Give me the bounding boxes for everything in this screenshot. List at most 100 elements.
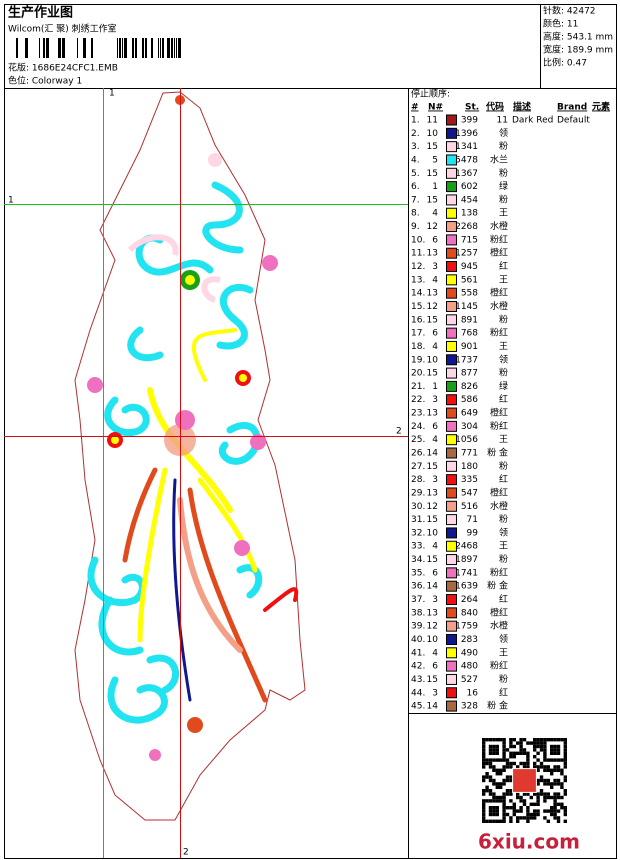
row-number: 28. [411,475,425,485]
color-swatch [446,620,457,632]
qr-module [553,744,557,749]
qr-module [563,741,567,745]
row-number: 45. [411,702,425,712]
label: 王 [499,647,508,658]
label: 红 [499,473,508,485]
qr-module [482,775,486,779]
row-number: 14. [411,289,425,299]
color-swatch [446,261,457,273]
code: 558 [461,289,478,299]
qr-module [509,751,513,755]
column-header: 代码 [485,101,504,113]
qr-module [492,799,496,803]
qr-module [519,741,523,745]
pink-clouds [127,234,221,303]
qr-module [556,758,561,762]
qr-module [543,755,547,759]
qr-module [516,809,520,813]
qr-module [522,761,527,766]
code: 1759 [455,622,478,632]
row-number: 31. [411,515,425,525]
qr-module [488,812,493,817]
qr-module [482,812,486,817]
qr-module [492,738,496,742]
code: 399 [461,116,478,126]
qr-code [482,738,567,823]
label: 粉 金 [487,447,508,459]
row-number: 4. [411,155,420,165]
qr-module [550,751,554,755]
design [74,91,306,821]
qr-module [526,755,530,759]
qr-module [482,809,486,813]
qr-module [519,809,523,813]
qr-module [492,792,496,796]
needle: 10 [427,528,439,538]
qr-module [539,761,544,766]
qr-module [502,792,506,796]
qr-module [488,751,493,755]
qr-module [502,806,506,810]
code: 454 [461,195,478,205]
needle: 3 [432,688,438,698]
code: 891 [461,315,478,325]
qr-module [522,765,527,769]
color-swatch [446,687,457,699]
qr-module [495,795,499,800]
qr-module [509,775,513,779]
column-header: N# [428,103,443,113]
qr-module [505,748,510,752]
color-swatch [446,633,457,645]
studio: Wilcom(汇 聚) 刺绣工作室 [8,23,117,35]
qr-module [553,816,557,820]
qr-module [553,806,557,810]
qr-module [485,772,489,776]
row-number: 19. [411,355,425,365]
qr-module [482,748,486,752]
qr-module [543,792,547,796]
qr-module [526,761,530,766]
bar-stripe [135,38,137,58]
qr-module [492,758,496,762]
qr-module [563,744,567,749]
code: 180 [461,462,478,472]
code: 561 [461,275,478,285]
qr-module [543,751,547,755]
qr-module [560,802,564,806]
qr-module [563,812,567,817]
qr-module [495,812,499,817]
qr-module [526,812,530,817]
qr-module [556,816,561,820]
qr-module [512,738,516,742]
qr-module [502,802,506,806]
label: 水橙 [490,220,508,232]
color-swatch [446,407,457,419]
needle: 6 [432,662,438,672]
row-number: 7. [411,195,420,205]
label: 水橙 [490,620,508,632]
needle: 11 [427,116,438,126]
label: 红 [499,260,508,272]
row-number: 11. [411,249,425,259]
needle: 15 [427,555,438,565]
color-swatch [446,167,457,179]
qr-module [546,758,550,762]
qr-module [556,819,561,823]
qr-module [482,819,486,823]
code: 1639 [455,582,478,592]
qr-module [502,755,506,759]
qr-module [536,812,540,817]
qr-module [543,741,547,745]
row-number: 32. [411,528,425,538]
qr-module [488,799,493,803]
qr-module [509,738,513,742]
needle: 4 [432,209,438,219]
row-number: 27. [411,462,425,472]
qr-module [533,761,537,766]
label: 粉 [499,513,508,525]
qr-module [492,744,496,749]
qr-module [526,741,530,745]
code: 1056 [455,435,478,445]
qr-module [482,738,486,742]
qr-module [543,744,547,749]
